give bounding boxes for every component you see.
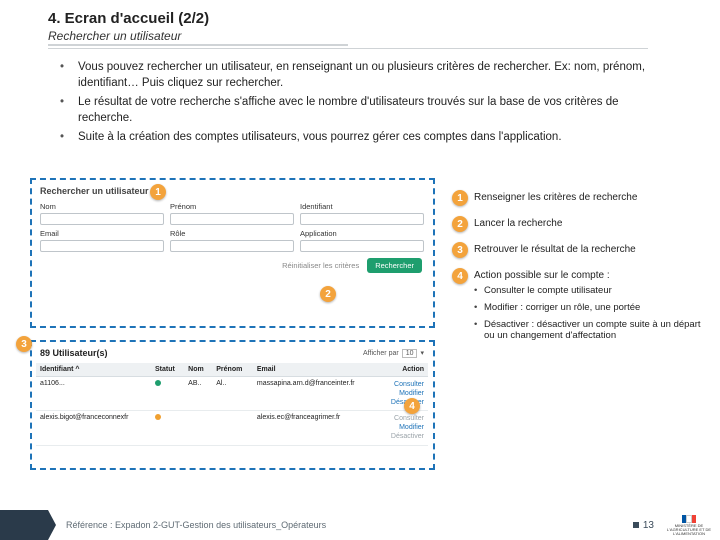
results-panel: 89 Utilisateur(s) Afficher par 10 ▾ Iden… (36, 346, 428, 446)
footer-reference: Référence : Expadon 2-GUT-Gestion des ut… (66, 520, 633, 530)
slide-title: 4. Ecran d'accueil (2/2) (48, 10, 720, 27)
col-header[interactable]: Email (253, 363, 379, 377)
callout-pin-4: 4 (404, 398, 420, 414)
field-label: Rôle (170, 229, 294, 238)
ministry-logo: MINISTÈRE DE L'AGRICULTURE ET DE L'ALIME… (666, 512, 712, 538)
divider (48, 44, 348, 46)
search-button[interactable]: Rechercher (367, 258, 422, 273)
cell-status (151, 377, 184, 411)
col-header[interactable]: Statut (151, 363, 184, 377)
col-header: Action (379, 363, 428, 377)
footer-logo-block (0, 510, 48, 540)
pager-select[interactable]: 10 (402, 349, 418, 358)
cell-prenom: Al.. (212, 377, 253, 411)
legend-num: 3 (452, 242, 468, 258)
footer: Référence : Expadon 2-GUT-Gestion des ut… (0, 510, 720, 540)
cell-email: alexis.ec@franceagrimer.fr (253, 411, 379, 445)
row-action[interactable]: Consulter (383, 380, 424, 389)
intro-bullets: Vous pouvez rechercher un utilisateur, e… (60, 60, 660, 150)
legend-row: 3 Retrouver le résultat de la recherche (452, 242, 707, 258)
callout-pin-2: 2 (320, 286, 336, 302)
nom-input[interactable] (40, 213, 164, 225)
reset-link[interactable]: Réinitialiser les critères (282, 261, 359, 270)
col-header[interactable]: Prénom (212, 363, 253, 377)
callout-pin-3: 3 (16, 336, 32, 352)
row-action[interactable]: Modifier (383, 389, 424, 398)
cell-id: a1106... (36, 377, 151, 411)
field-label: Email (40, 229, 164, 238)
square-icon (633, 522, 639, 528)
col-header[interactable]: Identifiant ^ (36, 363, 151, 377)
table-row[interactable]: a1106... AB..Al..massapina.arn.d@francein… (36, 377, 428, 411)
legend-text: Action possible sur le compte :Consulter… (474, 268, 707, 347)
legend-text: Lancer la recherche (474, 216, 562, 229)
cell-actions: ConsulterModifierDésactiver (379, 411, 428, 445)
cell-nom (184, 411, 212, 445)
callout-pin-1: 1 (150, 184, 166, 200)
search-panel-title: Rechercher un utilisateur (40, 186, 428, 196)
page-number: 13 (643, 520, 654, 531)
legend-num: 1 (452, 190, 468, 206)
cell-email: massapina.arn.d@franceinter.fr (253, 377, 379, 411)
pager-label: Afficher par (363, 350, 399, 357)
chevron-down-icon: ▾ (420, 349, 424, 357)
search-panel: Rechercher un utilisateur Nom Prénom Ide… (36, 184, 428, 273)
bullet: Suite à la création des comptes utilisat… (60, 130, 660, 146)
legend-sub: Consulter le compte utilisateur (474, 285, 707, 296)
application-input[interactable] (300, 240, 424, 252)
field-label: Application (300, 229, 424, 238)
cell-status (151, 411, 184, 445)
legend-row: 2 Lancer la recherche (452, 216, 707, 232)
divider (48, 48, 648, 49)
legend-text: Renseigner les critères de recherche (474, 190, 637, 203)
row-action[interactable]: Modifier (383, 423, 424, 432)
row-action[interactable]: Désactiver (383, 432, 424, 441)
legend: 1 Renseigner les critères de recherche 2 La… (452, 190, 707, 357)
field-label: Prénom (170, 202, 294, 211)
cell-prenom (212, 411, 253, 445)
field-label: Nom (40, 202, 164, 211)
results-count: 89 Utilisateur(s) (40, 348, 108, 358)
role-input[interactable] (170, 240, 294, 252)
ministry-text: MINISTÈRE DE L'AGRICULTURE ET DE L'ALIME… (666, 524, 712, 536)
legend-num: 2 (452, 216, 468, 232)
table-row[interactable]: alexis.bigot@franceconnexfr alexis.ec@fra… (36, 411, 428, 445)
legend-sub: Désactiver : désactiver un compte suite … (474, 319, 707, 341)
row-action[interactable]: Consulter (383, 414, 424, 423)
legend-row: 4 Action possible sur le compte :Consulte… (452, 268, 707, 347)
results-table: Identifiant ^ Statut Nom Prénom Email Ac… (36, 363, 428, 446)
prenom-input[interactable] (170, 213, 294, 225)
identifiant-input[interactable] (300, 213, 424, 225)
legend-num: 4 (452, 268, 468, 284)
bullet: Vous pouvez rechercher un utilisateur, e… (60, 60, 660, 91)
cell-nom: AB.. (184, 377, 212, 411)
email-input[interactable] (40, 240, 164, 252)
legend-row: 1 Renseigner les critères de recherche (452, 190, 707, 206)
legend-text: Retrouver le résultat de la recherche (474, 242, 636, 255)
legend-sub: Modifier : corriger un rôle, une portée (474, 302, 707, 313)
bullet: Le résultat de votre recherche s'affiche… (60, 95, 660, 126)
slide-subtitle: Rechercher un utilisateur (48, 29, 720, 43)
field-label: Identifiant (300, 202, 424, 211)
col-header[interactable]: Nom (184, 363, 212, 377)
cell-id: alexis.bigot@franceconnexfr (36, 411, 151, 445)
footer-page: 13 (633, 520, 654, 531)
